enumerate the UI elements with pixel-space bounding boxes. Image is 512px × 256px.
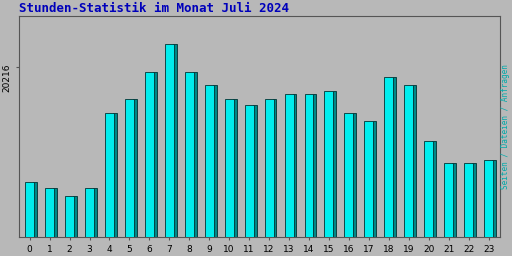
Bar [365, 121, 373, 256]
Bar [205, 85, 214, 256]
Bar [173, 44, 177, 256]
Bar [413, 85, 416, 256]
Bar [273, 99, 276, 256]
Bar [153, 71, 157, 256]
Bar [484, 160, 493, 256]
Bar [233, 99, 237, 256]
Bar [473, 163, 476, 256]
Bar [424, 141, 433, 256]
Bar [93, 188, 97, 256]
Y-axis label: Seiten / Dateien / Anfragen: Seiten / Dateien / Anfragen [501, 64, 510, 189]
Bar [345, 113, 353, 256]
Bar [453, 163, 456, 256]
Bar [113, 113, 117, 256]
Bar [193, 71, 197, 256]
Bar [265, 99, 273, 256]
Bar [85, 188, 94, 256]
Bar [53, 188, 57, 256]
Bar [253, 105, 257, 256]
Bar [25, 182, 34, 256]
Bar [165, 44, 174, 256]
Bar [125, 99, 134, 256]
Bar [65, 196, 74, 256]
Bar [285, 94, 293, 256]
Bar [213, 85, 217, 256]
Bar [444, 163, 453, 256]
Text: Stunden-Statistik im Monat Juli 2024: Stunden-Statistik im Monat Juli 2024 [19, 2, 289, 15]
Bar [105, 113, 114, 256]
Bar [185, 71, 194, 256]
Bar [245, 105, 253, 256]
Bar [333, 91, 336, 256]
Bar [433, 141, 436, 256]
Bar [133, 99, 137, 256]
Bar [225, 99, 233, 256]
Bar [305, 94, 313, 256]
Bar [73, 196, 77, 256]
Bar [45, 188, 54, 256]
Bar [325, 91, 333, 256]
Bar [493, 160, 496, 256]
Bar [353, 113, 356, 256]
Bar [373, 121, 376, 256]
Bar [393, 77, 396, 256]
Bar [313, 94, 316, 256]
Bar [404, 85, 413, 256]
Bar [33, 182, 37, 256]
Bar [385, 77, 393, 256]
Bar [293, 94, 296, 256]
Bar [145, 71, 154, 256]
Bar [464, 163, 473, 256]
